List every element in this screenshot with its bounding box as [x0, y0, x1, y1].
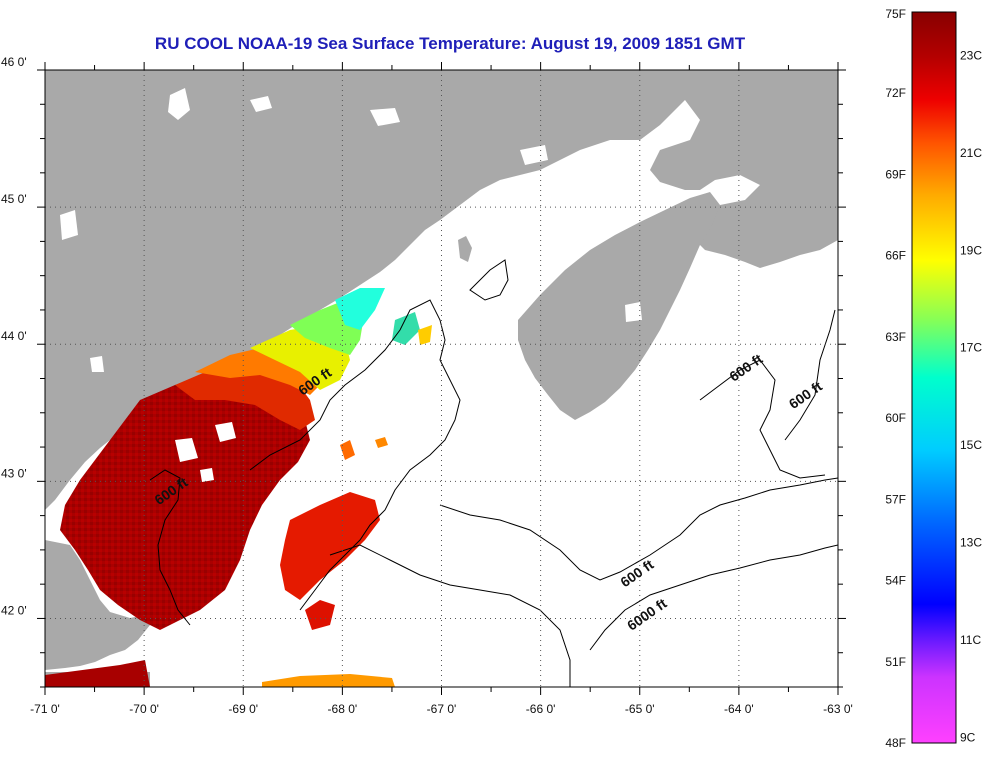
map-title: RU COOL NOAA-19 Sea Surface Temperature:… [154, 34, 746, 53]
lat-tick-label: 43 0' [1, 466, 27, 480]
colorbar-celsius-labels: 23C 21C 19C 17C 15C 13C 11C 9C [960, 48, 982, 744]
sst-cyan-band [335, 288, 385, 330]
sst-red-patch-east [280, 492, 380, 600]
lon-tick-label: -69 0' [228, 702, 258, 716]
longitude-labels: -71 0' -70 0' -69 0' -68 0' -67 0' -66 0' -65 … [30, 702, 853, 716]
sst-small-patch-3 [418, 325, 432, 345]
land-grand-manan [458, 236, 472, 262]
sst-red-strip-southwest [45, 660, 150, 687]
lat-tick-label: 44 0' [1, 329, 27, 343]
colorbar-c-label: 11C [960, 633, 981, 647]
colorbar-c-label: 23C [960, 48, 982, 62]
contour-600ft-scotian-2 [784, 309, 836, 441]
cloud-hole-1 [175, 438, 198, 462]
contour-600ft-west [149, 469, 191, 626]
contour-basin-loop [469, 259, 509, 301]
map-frame [44, 69, 839, 688]
lon-tick-label: -68 0' [328, 702, 358, 716]
lon-tick-label: -70 0' [129, 702, 159, 716]
lon-tick-label: -63 0' [823, 702, 853, 716]
sst-small-patch-1 [340, 440, 355, 460]
lake-3 [370, 108, 400, 126]
colorbar-f-label: 60F [885, 411, 906, 425]
colorbar-f-label: 66F [885, 249, 906, 263]
lat-tick-label: 42 0' [1, 603, 27, 617]
sst-dark-red-body [60, 375, 310, 630]
axis-ticks [37, 62, 846, 695]
colorbar-f-label: 75F [885, 7, 906, 21]
lake-1 [168, 88, 190, 120]
lon-tick-label: -64 0' [724, 702, 754, 716]
graticule-grid [45, 70, 838, 687]
colorbar-f-label: 57F [885, 492, 906, 506]
colorbar-f-label: 69F [885, 167, 906, 181]
colorbar-c-label: 15C [960, 438, 982, 452]
sst-orange-strip-south [262, 674, 395, 687]
sst-cyan-patch-2 [392, 312, 420, 345]
contour-6000ft [589, 544, 838, 651]
land-nova-scotia [518, 192, 720, 420]
lake-2 [250, 96, 272, 112]
contour-600ft-scotian [699, 359, 826, 479]
colorbar-f-label: 54F [885, 574, 906, 588]
bathymetry-contours [149, 259, 838, 687]
colorbar-c-label: 19C [960, 243, 982, 257]
lake-7 [90, 356, 104, 372]
colorbar-f-label: 48F [885, 736, 906, 750]
lon-tick-label: -65 0' [625, 702, 655, 716]
colorbar-c-label: 9C [960, 731, 976, 745]
lake-6 [625, 302, 642, 322]
sst-small-patch-2 [375, 437, 388, 448]
latitude-labels: 46 0' 45 0' 44 0' 43 0' 42 0' [1, 55, 27, 617]
lat-tick-label: 46 0' [1, 55, 27, 69]
lon-tick-label: -67 0' [427, 702, 457, 716]
lon-tick-label: -71 0' [30, 702, 60, 716]
cloud-hole-2 [215, 422, 236, 442]
colorbar-c-label: 17C [960, 341, 982, 355]
colorbar-c-label: 21C [960, 146, 982, 160]
colorbar-f-label: 72F [885, 86, 906, 100]
contour-georges-bank [329, 544, 571, 687]
cloud-hole-3 [200, 468, 214, 482]
colorbar-fahrenheit-labels: 75F 72F 69F 66F 63F 60F 57F 54F 51F 48F [885, 7, 906, 750]
colorbar-c-label: 13C [960, 536, 982, 550]
land-massachusetts [45, 540, 150, 670]
lon-tick-label: -66 0' [526, 702, 556, 716]
lake-4 [60, 210, 78, 240]
lat-tick-label: 45 0' [1, 192, 27, 206]
colorbar-f-label: 51F [885, 655, 906, 669]
sst-red-patch-south [305, 600, 335, 630]
contour-600ft-shelf [439, 477, 838, 581]
contour-600ft-gulf [249, 299, 461, 611]
colorbar-f-label: 63F [885, 330, 906, 344]
colorbar [911, 11, 957, 744]
sst-overlay [45, 288, 432, 687]
